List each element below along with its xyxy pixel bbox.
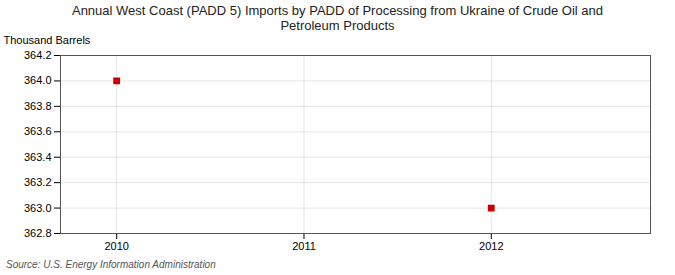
html-text:Source: U.S. Energy Informatio: Source: U.S. Energy Information Administ…	[6, 259, 216, 270]
svg-text:363.6: 363.6	[24, 125, 52, 137]
svg-text:2012: 2012	[479, 240, 503, 252]
svg-text:363.4: 363.4	[24, 151, 52, 163]
svg-text:363.0: 363.0	[24, 202, 52, 214]
html-text:Annual West Coast (PADD 5) Imp: Annual West Coast (PADD 5) Imports by PA…	[72, 3, 603, 33]
svg-text:2011: 2011	[292, 240, 316, 252]
svg-text:364.2: 364.2	[24, 49, 52, 61]
svg-text:363.8: 363.8	[24, 100, 52, 112]
svg-text:362.8: 362.8	[24, 227, 52, 239]
svg-text:364.0: 364.0	[24, 74, 52, 86]
svg-text:2010: 2010	[104, 240, 128, 252]
svg-text:Thousand Barrels: Thousand Barrels	[4, 34, 91, 46]
svg-text:363.2: 363.2	[24, 176, 52, 188]
